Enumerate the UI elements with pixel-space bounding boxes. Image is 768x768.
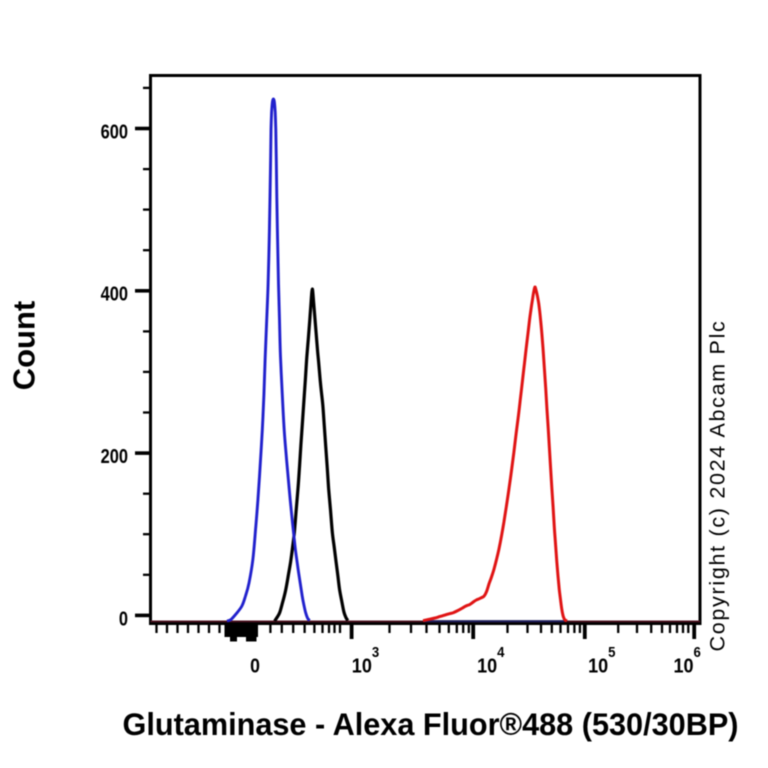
svg-text:600: 600 (101, 120, 128, 143)
svg-text:106: 106 (674, 643, 702, 678)
svg-text:200: 200 (101, 444, 128, 467)
svg-text:0: 0 (250, 655, 260, 678)
svg-text:104: 104 (477, 643, 505, 678)
svg-text:Glutaminase - Alexa Fluor®488: Glutaminase - Alexa Fluor®488 (530/30BP) (123, 706, 739, 742)
svg-text:0: 0 (119, 607, 128, 630)
svg-text:400: 400 (101, 282, 128, 305)
svg-text:103: 103 (352, 643, 380, 678)
svg-text:Copyright (c) 2024 Abcam Plc: Copyright (c) 2024 Abcam Plc (706, 319, 730, 651)
svg-text:105: 105 (588, 643, 616, 678)
svg-text:Count: Count (7, 301, 42, 391)
